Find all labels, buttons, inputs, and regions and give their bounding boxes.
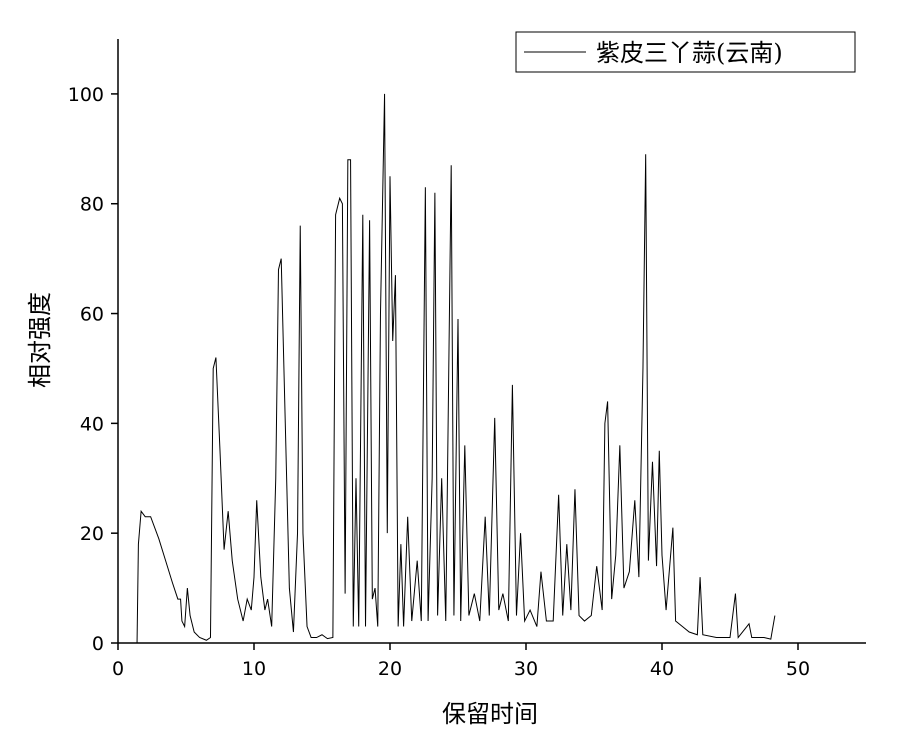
y-tick-label: 80 xyxy=(80,194,104,216)
line xyxy=(136,93,776,644)
y-tick-label: 60 xyxy=(80,304,104,326)
x-tick-label: 40 xyxy=(650,658,674,680)
y-tick-label: 20 xyxy=(80,523,104,545)
x-tick-label: 0 xyxy=(112,658,124,680)
y-axis-label: 相对强度 xyxy=(26,292,54,388)
x-tick-label: 10 xyxy=(242,658,266,680)
y-tick-label: 0 xyxy=(92,633,104,655)
legend-label: 紫皮三丫蒜(云南) xyxy=(596,39,783,67)
y-tick-label: 40 xyxy=(80,413,104,435)
x-axis-label: 保留时间 xyxy=(442,700,538,728)
x-tick-label: 50 xyxy=(786,658,810,680)
y-tick-label: 100 xyxy=(68,84,104,106)
x-tick-label: 30 xyxy=(514,658,538,680)
x-tick-label: 20 xyxy=(378,658,402,680)
